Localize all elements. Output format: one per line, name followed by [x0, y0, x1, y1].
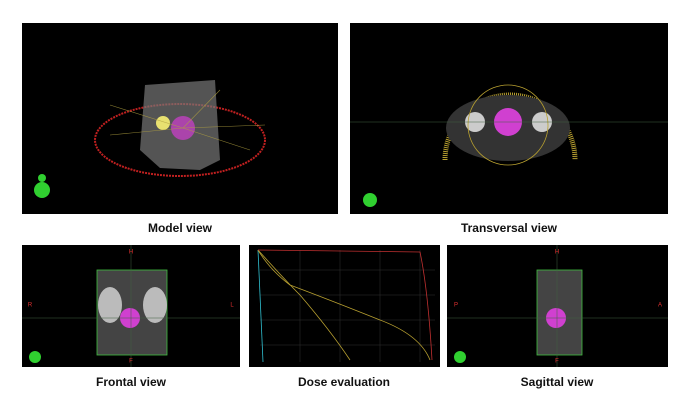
frontal-view-panel	[22, 245, 240, 367]
caption: Frontal view	[96, 375, 167, 389]
caption: Model view	[148, 221, 213, 235]
orientation-label: F	[129, 359, 133, 365]
sagittal-view-panel	[447, 245, 668, 367]
model-view-panel	[22, 23, 338, 214]
dose-evaluation-panel	[249, 245, 440, 367]
caption: Dose evaluation	[298, 375, 390, 389]
caption: Transversal view	[461, 221, 558, 235]
transversal-view-panel	[350, 23, 668, 214]
caption: Sagittal view	[521, 375, 594, 389]
orientation-label: H	[555, 250, 559, 256]
orientation-label: P	[454, 303, 458, 309]
orientation-label: R	[28, 303, 33, 309]
orientation-label: F	[555, 359, 559, 365]
orientation-label: L	[230, 303, 234, 309]
orientation-label: A	[658, 303, 662, 309]
orientation-label: H	[129, 250, 133, 256]
